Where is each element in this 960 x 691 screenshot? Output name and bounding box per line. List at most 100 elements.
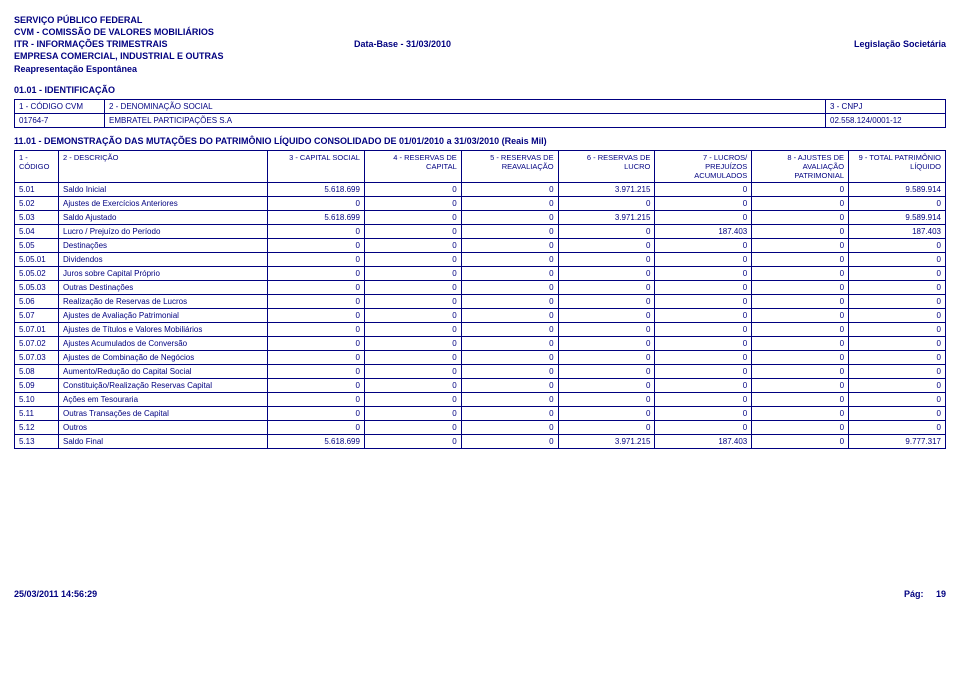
cell-value: 0: [558, 378, 655, 392]
cell-code: 5.05.01: [15, 252, 59, 266]
cell-value: 0: [268, 336, 365, 350]
cell-value: 0: [268, 224, 365, 238]
cell-value: 0: [849, 406, 946, 420]
cell-code: 5.07.03: [15, 350, 59, 364]
cell-value: 0: [558, 420, 655, 434]
table-row: 5.06Realização de Reservas de Lucros0000…: [15, 294, 946, 308]
cell-value: 0: [558, 336, 655, 350]
cell-value: 0: [364, 280, 461, 294]
cell-description: Aumento/Redução do Capital Social: [59, 364, 268, 378]
cell-value: 0: [849, 280, 946, 294]
table-row: 5.08Aumento/Redução do Capital Social000…: [15, 364, 946, 378]
cell-value: 0: [558, 196, 655, 210]
cell-value: 0: [655, 196, 752, 210]
cell-code: 5.01: [15, 182, 59, 196]
cell-value: 0: [268, 280, 365, 294]
cell-value: 187.403: [655, 224, 752, 238]
cell-value: 187.403: [655, 434, 752, 448]
col-header-reservas-reavaliacao: 5 - RESERVAS DE REAVALIAÇÃO: [461, 150, 558, 182]
cell-value: 0: [752, 336, 849, 350]
cell-code: 5.04: [15, 224, 59, 238]
cell-value: 0: [558, 238, 655, 252]
table-row: 5.05Destinações0000000: [15, 238, 946, 252]
cell-value: 0: [268, 406, 365, 420]
table-row: 5.12Outros0000000: [15, 420, 946, 434]
document-header: SERVIÇO PÚBLICO FEDERAL CVM - COMISSÃO D…: [14, 14, 946, 75]
cell-value: 0: [268, 252, 365, 266]
cell-description: Constituição/Realização Reservas Capital: [59, 378, 268, 392]
ident-header-codigo: 1 - CÓDIGO CVM: [15, 99, 105, 113]
cell-value: 0: [268, 266, 365, 280]
cell-value: 0: [364, 336, 461, 350]
cell-value: 0: [364, 224, 461, 238]
cell-value: 0: [268, 350, 365, 364]
table-row: 5.01Saldo Inicial5.618.699003.971.215009…: [15, 182, 946, 196]
cell-value: 0: [461, 322, 558, 336]
footer-timestamp: 25/03/2011 14:56:29: [14, 589, 97, 599]
cell-value: 0: [655, 406, 752, 420]
cell-value: 0: [849, 392, 946, 406]
cell-value: 0: [461, 294, 558, 308]
cell-value: 0: [461, 420, 558, 434]
cell-code: 5.07: [15, 308, 59, 322]
table-row: 5.09Constituição/Realização Reservas Cap…: [15, 378, 946, 392]
cell-code: 5.05.02: [15, 266, 59, 280]
cell-value: 0: [752, 224, 849, 238]
cell-value: 0: [849, 364, 946, 378]
table-row: 5.05.01Dividendos0000000: [15, 252, 946, 266]
cell-code: 5.03: [15, 210, 59, 224]
cell-value: 0: [268, 378, 365, 392]
cell-value: 0: [461, 280, 558, 294]
cell-value: 0: [558, 350, 655, 364]
table-row: 5.03Saldo Ajustado5.618.699003.971.21500…: [15, 210, 946, 224]
cell-value: 0: [752, 364, 849, 378]
footer-page-label: Pág:: [904, 589, 924, 599]
cell-value: 0: [752, 350, 849, 364]
table-row: 5.05.02Juros sobre Capital Próprio000000…: [15, 266, 946, 280]
table-row: 5.07.03Ajustes de Combinação de Negócios…: [15, 350, 946, 364]
cell-value: 0: [752, 308, 849, 322]
cell-value: 0: [268, 294, 365, 308]
cell-value: 0: [752, 182, 849, 196]
cell-value: 0: [752, 238, 849, 252]
cell-value: 0: [752, 406, 849, 420]
ident-value-codigo: 01764-7: [15, 113, 105, 127]
ident-value-denominacao: EMBRATEL PARTICIPAÇÕES S.A: [105, 113, 826, 127]
cell-value: 0: [655, 210, 752, 224]
cell-code: 5.07.01: [15, 322, 59, 336]
cell-value: 0: [752, 266, 849, 280]
cell-description: Juros sobre Capital Próprio: [59, 266, 268, 280]
cell-code: 5.12: [15, 420, 59, 434]
cell-value: 0: [655, 322, 752, 336]
cell-value: 0: [752, 434, 849, 448]
cell-value: 3.971.215: [558, 182, 655, 196]
table-row: 5.04Lucro / Prejuízo do Período0000187.4…: [15, 224, 946, 238]
cell-value: 0: [655, 266, 752, 280]
cell-value: 0: [849, 322, 946, 336]
cell-value: 0: [655, 350, 752, 364]
cell-value: 0: [849, 294, 946, 308]
col-header-lucros-prejuizos: 7 - LUCROS/ PREJUÍZOS ACUMULADOS: [655, 150, 752, 182]
cell-value: 0: [461, 308, 558, 322]
cell-description: Realização de Reservas de Lucros: [59, 294, 268, 308]
ident-header-cnpj: 3 - CNPJ: [826, 99, 946, 113]
col-header-capital-social: 3 - CAPITAL SOCIAL: [268, 150, 365, 182]
section-identification-title: 01.01 - IDENTIFICAÇÃO: [14, 85, 946, 95]
cell-description: Lucro / Prejuízo do Período: [59, 224, 268, 238]
table-row: 5.05.03Outras Destinações0000000: [15, 280, 946, 294]
header-line-2: CVM - COMISSÃO DE VALORES MOBILIÁRIOS: [14, 26, 946, 38]
header-line-3-right: Legislação Societária: [654, 38, 946, 50]
header-line-1: SERVIÇO PÚBLICO FEDERAL: [14, 14, 946, 26]
cell-value: 0: [849, 378, 946, 392]
cell-value: 0: [461, 350, 558, 364]
cell-description: Saldo Final: [59, 434, 268, 448]
cell-code: 5.08: [15, 364, 59, 378]
cell-code: 5.10: [15, 392, 59, 406]
cell-value: 0: [461, 224, 558, 238]
cell-value: 0: [364, 182, 461, 196]
cell-value: 0: [752, 196, 849, 210]
header-line-3-left: ITR - INFORMAÇÕES TRIMESTRAIS: [14, 38, 354, 50]
cell-description: Ajustes Acumulados de Conversão: [59, 336, 268, 350]
cell-value: 0: [268, 364, 365, 378]
cell-value: 0: [364, 434, 461, 448]
